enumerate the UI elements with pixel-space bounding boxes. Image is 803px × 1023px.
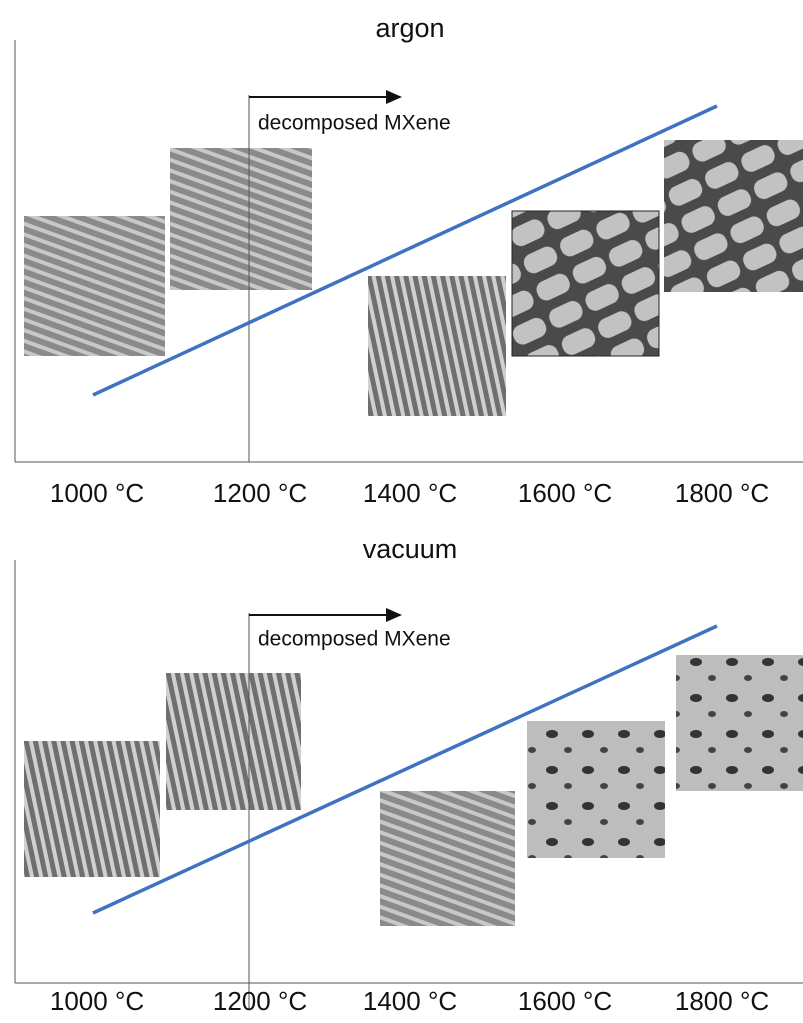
sem-image xyxy=(166,673,301,810)
x-label: 1000 °C xyxy=(50,986,144,1016)
panel-argon: argon decomposed MXene 1000 °C 1200 °C 140… xyxy=(15,13,803,508)
sem-image xyxy=(527,721,665,858)
annotation: decomposed MXene xyxy=(258,112,451,135)
panel-title: argon xyxy=(375,13,444,43)
sem-image xyxy=(512,211,659,356)
panel-vacuum: vacuum decomposed MXene 1000 °C 1200 °C 14… xyxy=(15,534,803,1016)
x-label: 1000 °C xyxy=(50,478,144,508)
x-label: 1800 °C xyxy=(675,478,769,508)
sem-image xyxy=(170,148,312,290)
sem-image xyxy=(664,140,803,292)
sem-image xyxy=(676,655,803,791)
sem-image xyxy=(24,216,165,356)
figure: argon decomposed MXene 1000 °C 1200 °C 140… xyxy=(0,0,803,1023)
x-label: 1400 °C xyxy=(363,986,457,1016)
x-label: 1800 °C xyxy=(675,986,769,1016)
x-label: 1200 °C xyxy=(213,986,307,1016)
x-label: 1200 °C xyxy=(213,478,307,508)
sem-image xyxy=(24,741,160,877)
annotation: decomposed MXene xyxy=(258,628,451,651)
x-label: 1600 °C xyxy=(518,986,612,1016)
x-label: 1400 °C xyxy=(363,478,457,508)
arrow-head xyxy=(386,90,402,104)
arrow-head xyxy=(386,608,402,622)
sem-image xyxy=(380,791,515,926)
x-label: 1600 °C xyxy=(518,478,612,508)
sem-image xyxy=(368,276,506,416)
panel-title: vacuum xyxy=(363,534,458,564)
